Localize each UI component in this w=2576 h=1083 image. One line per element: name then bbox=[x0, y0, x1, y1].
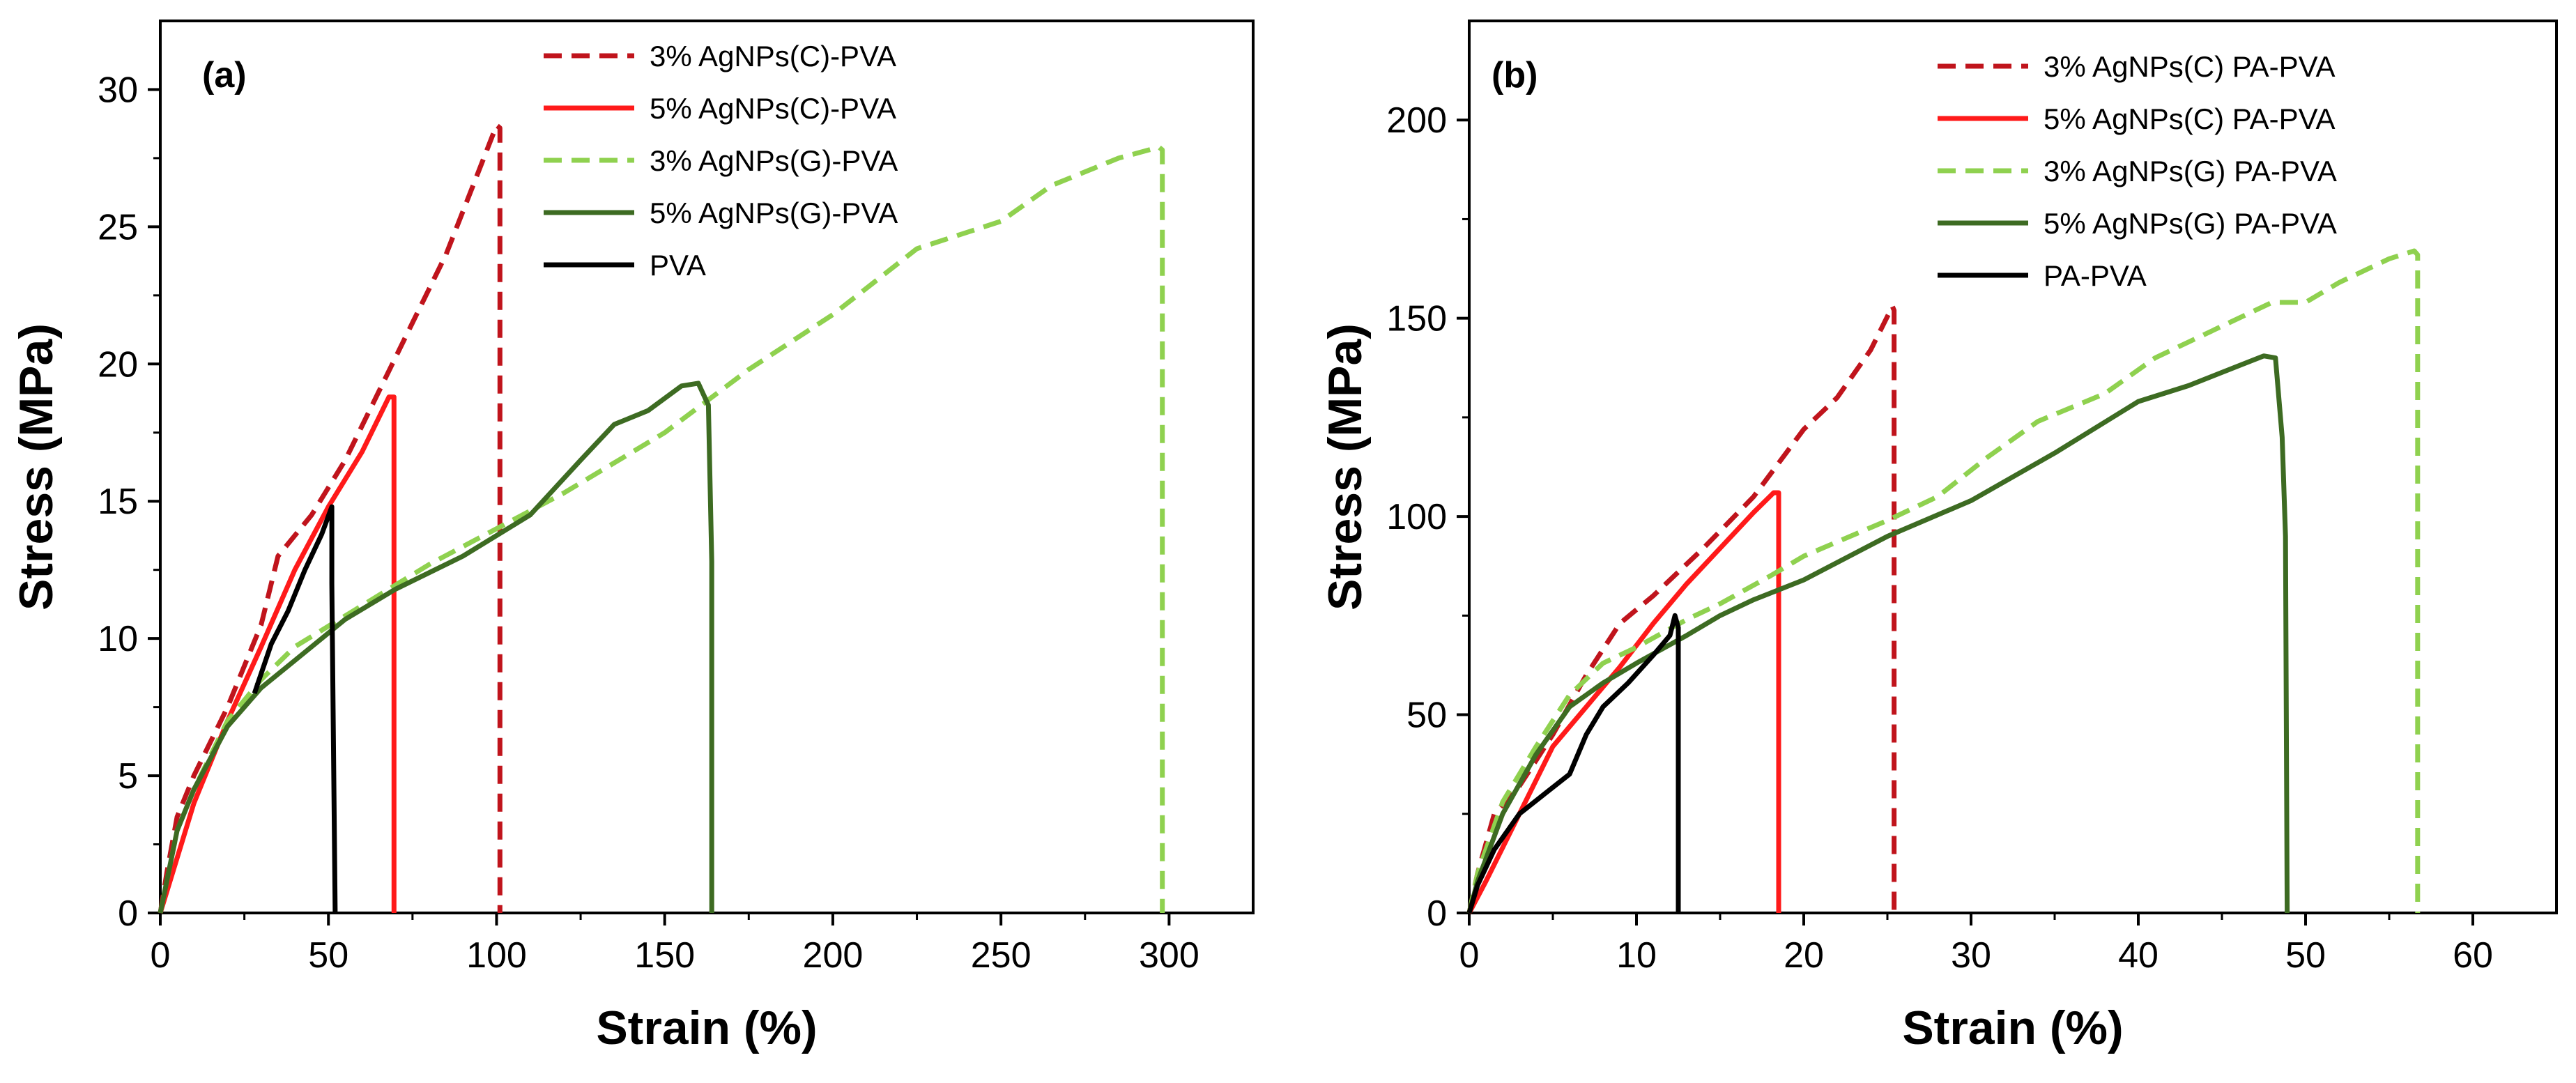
legend-label: 5% AgNPs(G)-PVA bbox=[650, 197, 898, 229]
legend-label: 3% AgNPs(G) PA-PVA bbox=[2044, 155, 2337, 187]
chart-panel-a: 0 50 100 150 200 250 300 0 5 10 15 20 25 30 Strain (%)… bbox=[10, 20, 1255, 1054]
series-line bbox=[1466, 353, 2290, 914]
x-tick-label: 100 bbox=[466, 935, 527, 976]
x-axis-title: Strain (%) bbox=[1902, 1001, 2123, 1054]
x-tick-label: 250 bbox=[971, 935, 1032, 976]
series-line bbox=[158, 123, 503, 914]
series-line bbox=[1466, 248, 2421, 914]
y-tick-label: 0 bbox=[1427, 893, 1447, 934]
y-axis-title: Stress (MPa) bbox=[10, 323, 63, 610]
x-tick-label: 40 bbox=[2118, 935, 2159, 976]
legend-label: PA-PVA bbox=[2044, 259, 2147, 292]
x-tick-label: 300 bbox=[1139, 935, 1199, 976]
y-tick-label: 10 bbox=[98, 619, 138, 659]
x-tick-label: 50 bbox=[308, 935, 348, 976]
y-tick-label: 150 bbox=[1386, 299, 1447, 339]
series-line bbox=[252, 504, 338, 914]
panel-label: (a) bbox=[202, 55, 247, 95]
series-line bbox=[158, 381, 714, 914]
y-tick-label: 30 bbox=[98, 70, 138, 110]
x-axis-title: Strain (%) bbox=[596, 1001, 817, 1054]
x-tick-label: 0 bbox=[1459, 935, 1480, 976]
x-tick-label: 10 bbox=[1616, 935, 1657, 976]
x-tick-label: 60 bbox=[2453, 935, 2493, 976]
y-tick-label: 100 bbox=[1386, 497, 1447, 537]
legend-label: 3% AgNPs(G)-PVA bbox=[650, 144, 898, 177]
chart-panel-b: 0 10 20 30 40 50 60 0 50 100 150 200 Strain (%) Stres… bbox=[1319, 20, 2558, 1054]
y-tick-label: 20 bbox=[98, 344, 138, 385]
panel-label: (b) bbox=[1492, 55, 1538, 95]
y-tick-label: 5 bbox=[118, 756, 138, 797]
legend-label: 3% AgNPs(C) PA-PVA bbox=[2044, 50, 2336, 83]
legend-label: PVA bbox=[650, 249, 706, 282]
series-line bbox=[158, 144, 1165, 914]
x-tick-label: 30 bbox=[1951, 935, 1991, 976]
series-line bbox=[158, 394, 397, 914]
y-axis-title: Stress (MPa) bbox=[1319, 323, 1372, 610]
legend-label: 5% AgNPs(G) PA-PVA bbox=[2044, 207, 2337, 240]
plot-frame bbox=[1468, 20, 2558, 914]
plot-frame bbox=[159, 20, 1255, 914]
y-tick-label: 200 bbox=[1386, 100, 1447, 141]
x-tick-label: 200 bbox=[803, 935, 864, 976]
x-tick-label: 0 bbox=[151, 935, 171, 976]
x-tick-label: 50 bbox=[2285, 935, 2326, 976]
series-line bbox=[1466, 613, 1681, 914]
y-tick-label: 15 bbox=[98, 482, 138, 522]
legend-label: 5% AgNPs(C)-PVA bbox=[650, 92, 896, 125]
y-tick-label: 50 bbox=[1406, 696, 1447, 736]
legend-label: 3% AgNPs(C)-PVA bbox=[650, 40, 896, 72]
y-tick-label: 0 bbox=[118, 893, 138, 934]
legend-label: 5% AgNPs(C) PA-PVA bbox=[2044, 102, 2336, 135]
y-tick-label: 25 bbox=[98, 207, 138, 247]
x-tick-label: 20 bbox=[1784, 935, 1824, 976]
x-tick-label: 150 bbox=[634, 935, 695, 976]
series-line bbox=[1466, 304, 1897, 914]
